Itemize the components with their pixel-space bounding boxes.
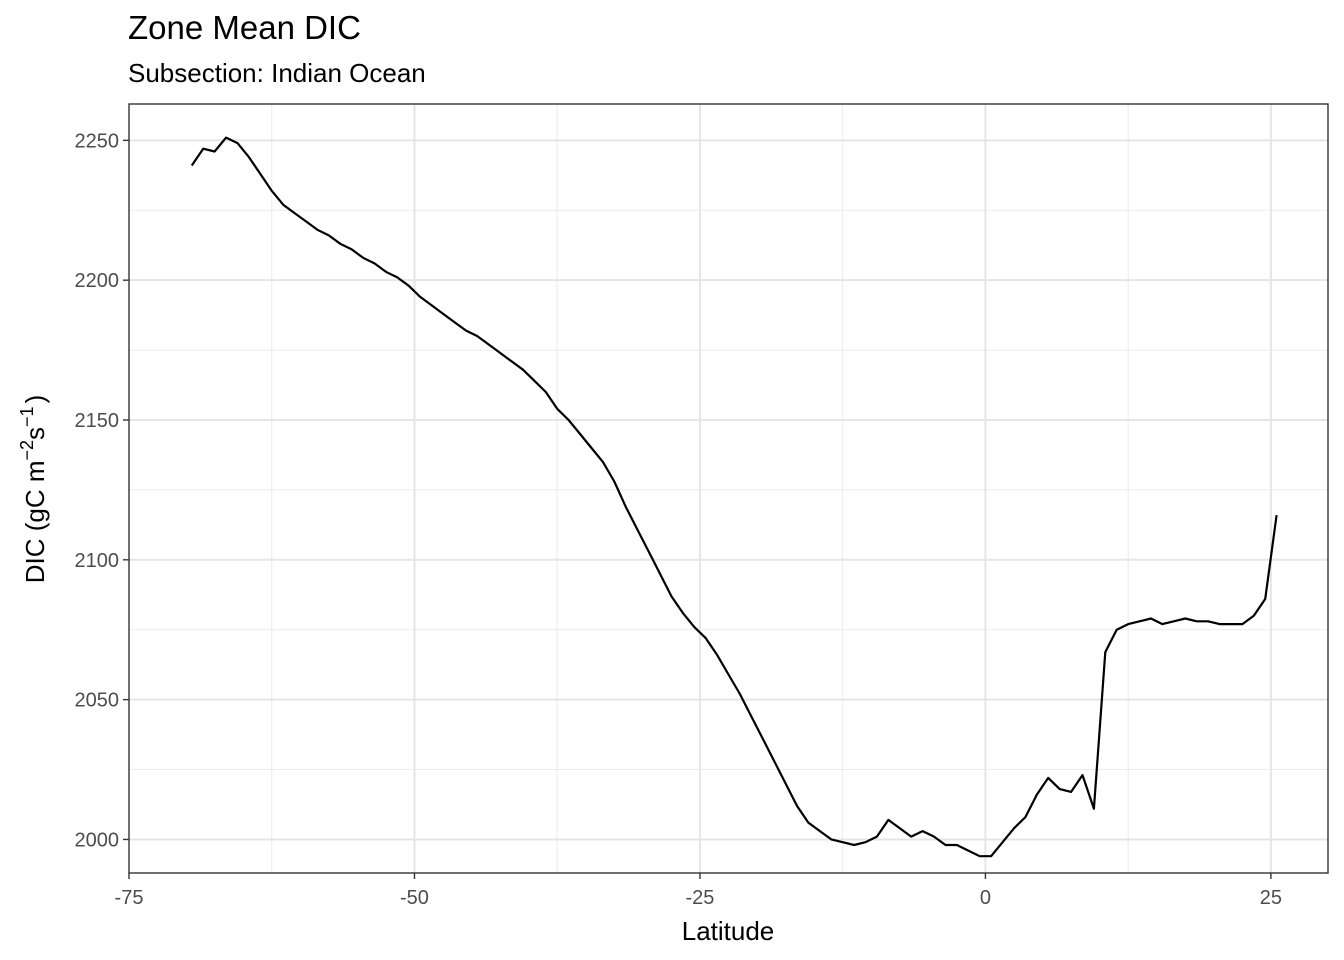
y-axis-title-mid: s bbox=[20, 427, 50, 440]
x-axis-title: Latitude bbox=[682, 916, 775, 946]
chart-subtitle: Subsection: Indian Ocean bbox=[128, 58, 426, 88]
plot-border bbox=[128, 103, 1329, 874]
x-tick-label: -25 bbox=[685, 887, 714, 909]
y-axis-title-end: ) bbox=[20, 395, 50, 404]
y-axis-title-exp1: −2 bbox=[17, 440, 37, 461]
y-tick-label: 2100 bbox=[75, 550, 120, 572]
y-axis-title: DIC (gC m−2s−1) bbox=[17, 395, 50, 584]
y-tick-label: 2150 bbox=[75, 410, 120, 432]
series-line bbox=[190, 136, 1278, 858]
y-tick-label: 2250 bbox=[75, 130, 120, 152]
y-tick-label: 2050 bbox=[75, 690, 120, 712]
y-tick-label: 2200 bbox=[75, 270, 120, 292]
major-gridlines bbox=[129, 104, 1328, 873]
x-tick-label: -75 bbox=[115, 887, 144, 909]
minor-gridlines bbox=[129, 104, 1328, 873]
plot-panel bbox=[129, 104, 1328, 873]
x-tick-label: 0 bbox=[980, 887, 991, 909]
y-axis: 2000 2050 2100 2150 2200 2250 bbox=[75, 130, 129, 851]
x-tick-label: 25 bbox=[1260, 887, 1282, 909]
y-axis-title-exp2: −1 bbox=[17, 406, 37, 427]
x-axis: -75 -50 -25 0 25 bbox=[115, 873, 1282, 909]
x-tick-label: -50 bbox=[400, 887, 429, 909]
chart-title: Zone Mean DIC bbox=[128, 9, 361, 46]
y-axis-title-base: DIC (gC m bbox=[20, 460, 50, 583]
y-tick-label: 2000 bbox=[75, 829, 120, 851]
series-layer bbox=[190, 136, 1278, 858]
